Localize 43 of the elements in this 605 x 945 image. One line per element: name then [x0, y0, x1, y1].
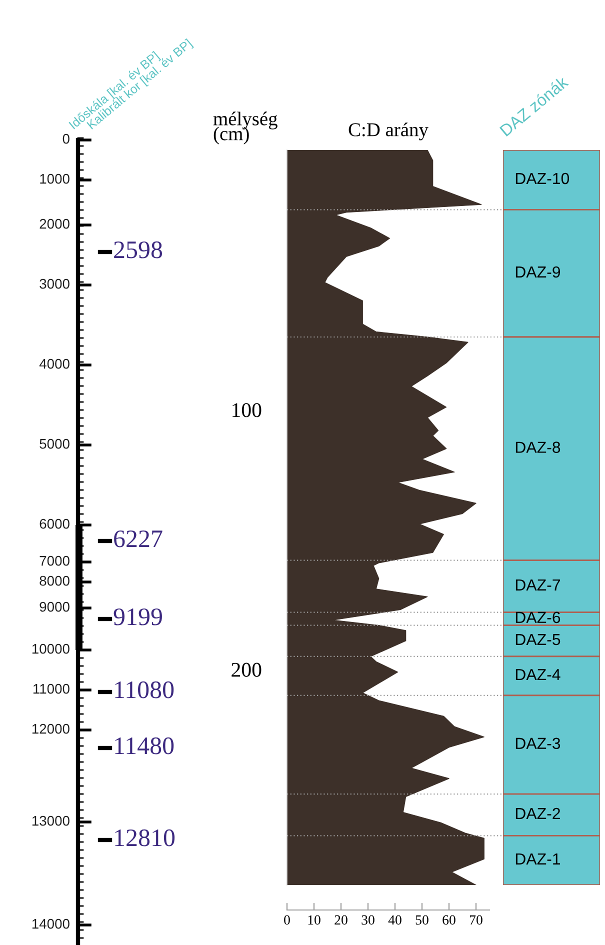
category-label: 2000 [40, 218, 70, 229]
series-label: DAZ-1 [516, 853, 560, 864]
text: 6227 [114, 530, 162, 548]
series-label: DAZ-5 [516, 634, 560, 646]
category-label: 14000 [32, 918, 70, 929]
series-label: DAZ-10 [516, 172, 570, 184]
x-tick-label: 0 [284, 915, 290, 925]
series-label: DAZ-6 [516, 612, 560, 624]
series-label: DAZ-8 [516, 442, 560, 453]
text: 11480 [115, 737, 174, 754]
x-tick-label: 20 [334, 915, 348, 925]
category-label: 10000 [32, 644, 70, 654]
text: 11080 [115, 681, 174, 698]
series-label: DAZ-2 [516, 808, 560, 820]
chart-title: C:D arány [348, 122, 428, 140]
category-label: 5000 [40, 438, 70, 449]
category-label: 6000 [40, 518, 70, 529]
category-label: 11000 [33, 684, 70, 694]
category-label: 7000 [40, 556, 70, 566]
category-label: 9000 [40, 602, 70, 612]
x-tick-label: 40 [388, 915, 402, 925]
category-label: 1000 [40, 174, 70, 184]
x-tick-label: 70 [470, 915, 482, 925]
category-label: 4000 [39, 358, 70, 369]
text: 12810 [115, 829, 175, 846]
x-tick-label: 30 [362, 915, 374, 925]
series-label: DAZ-3 [516, 738, 560, 750]
y-axis-title: mélység (cm) [213, 112, 278, 144]
series-label: DAZ-4 [516, 669, 560, 680]
category-label: 8000 [40, 576, 70, 586]
category-label: 12000 [32, 724, 70, 734]
category-label: 0 [62, 134, 70, 144]
category-label: 3000 [40, 278, 70, 289]
text: 2598 [114, 241, 162, 258]
y-tick-label: 100 [232, 403, 262, 418]
series-label: DAZ-7 [516, 579, 560, 590]
text: 9199 [114, 608, 162, 626]
y-tick-label: 200 [232, 662, 262, 677]
category-label: 13000 [32, 816, 70, 826]
series-label: DAZ-9 [516, 266, 560, 278]
x-tick-label: 50 [416, 915, 428, 925]
x-tick-label: 10 [308, 915, 320, 925]
x-tick-label: 60 [442, 915, 456, 925]
